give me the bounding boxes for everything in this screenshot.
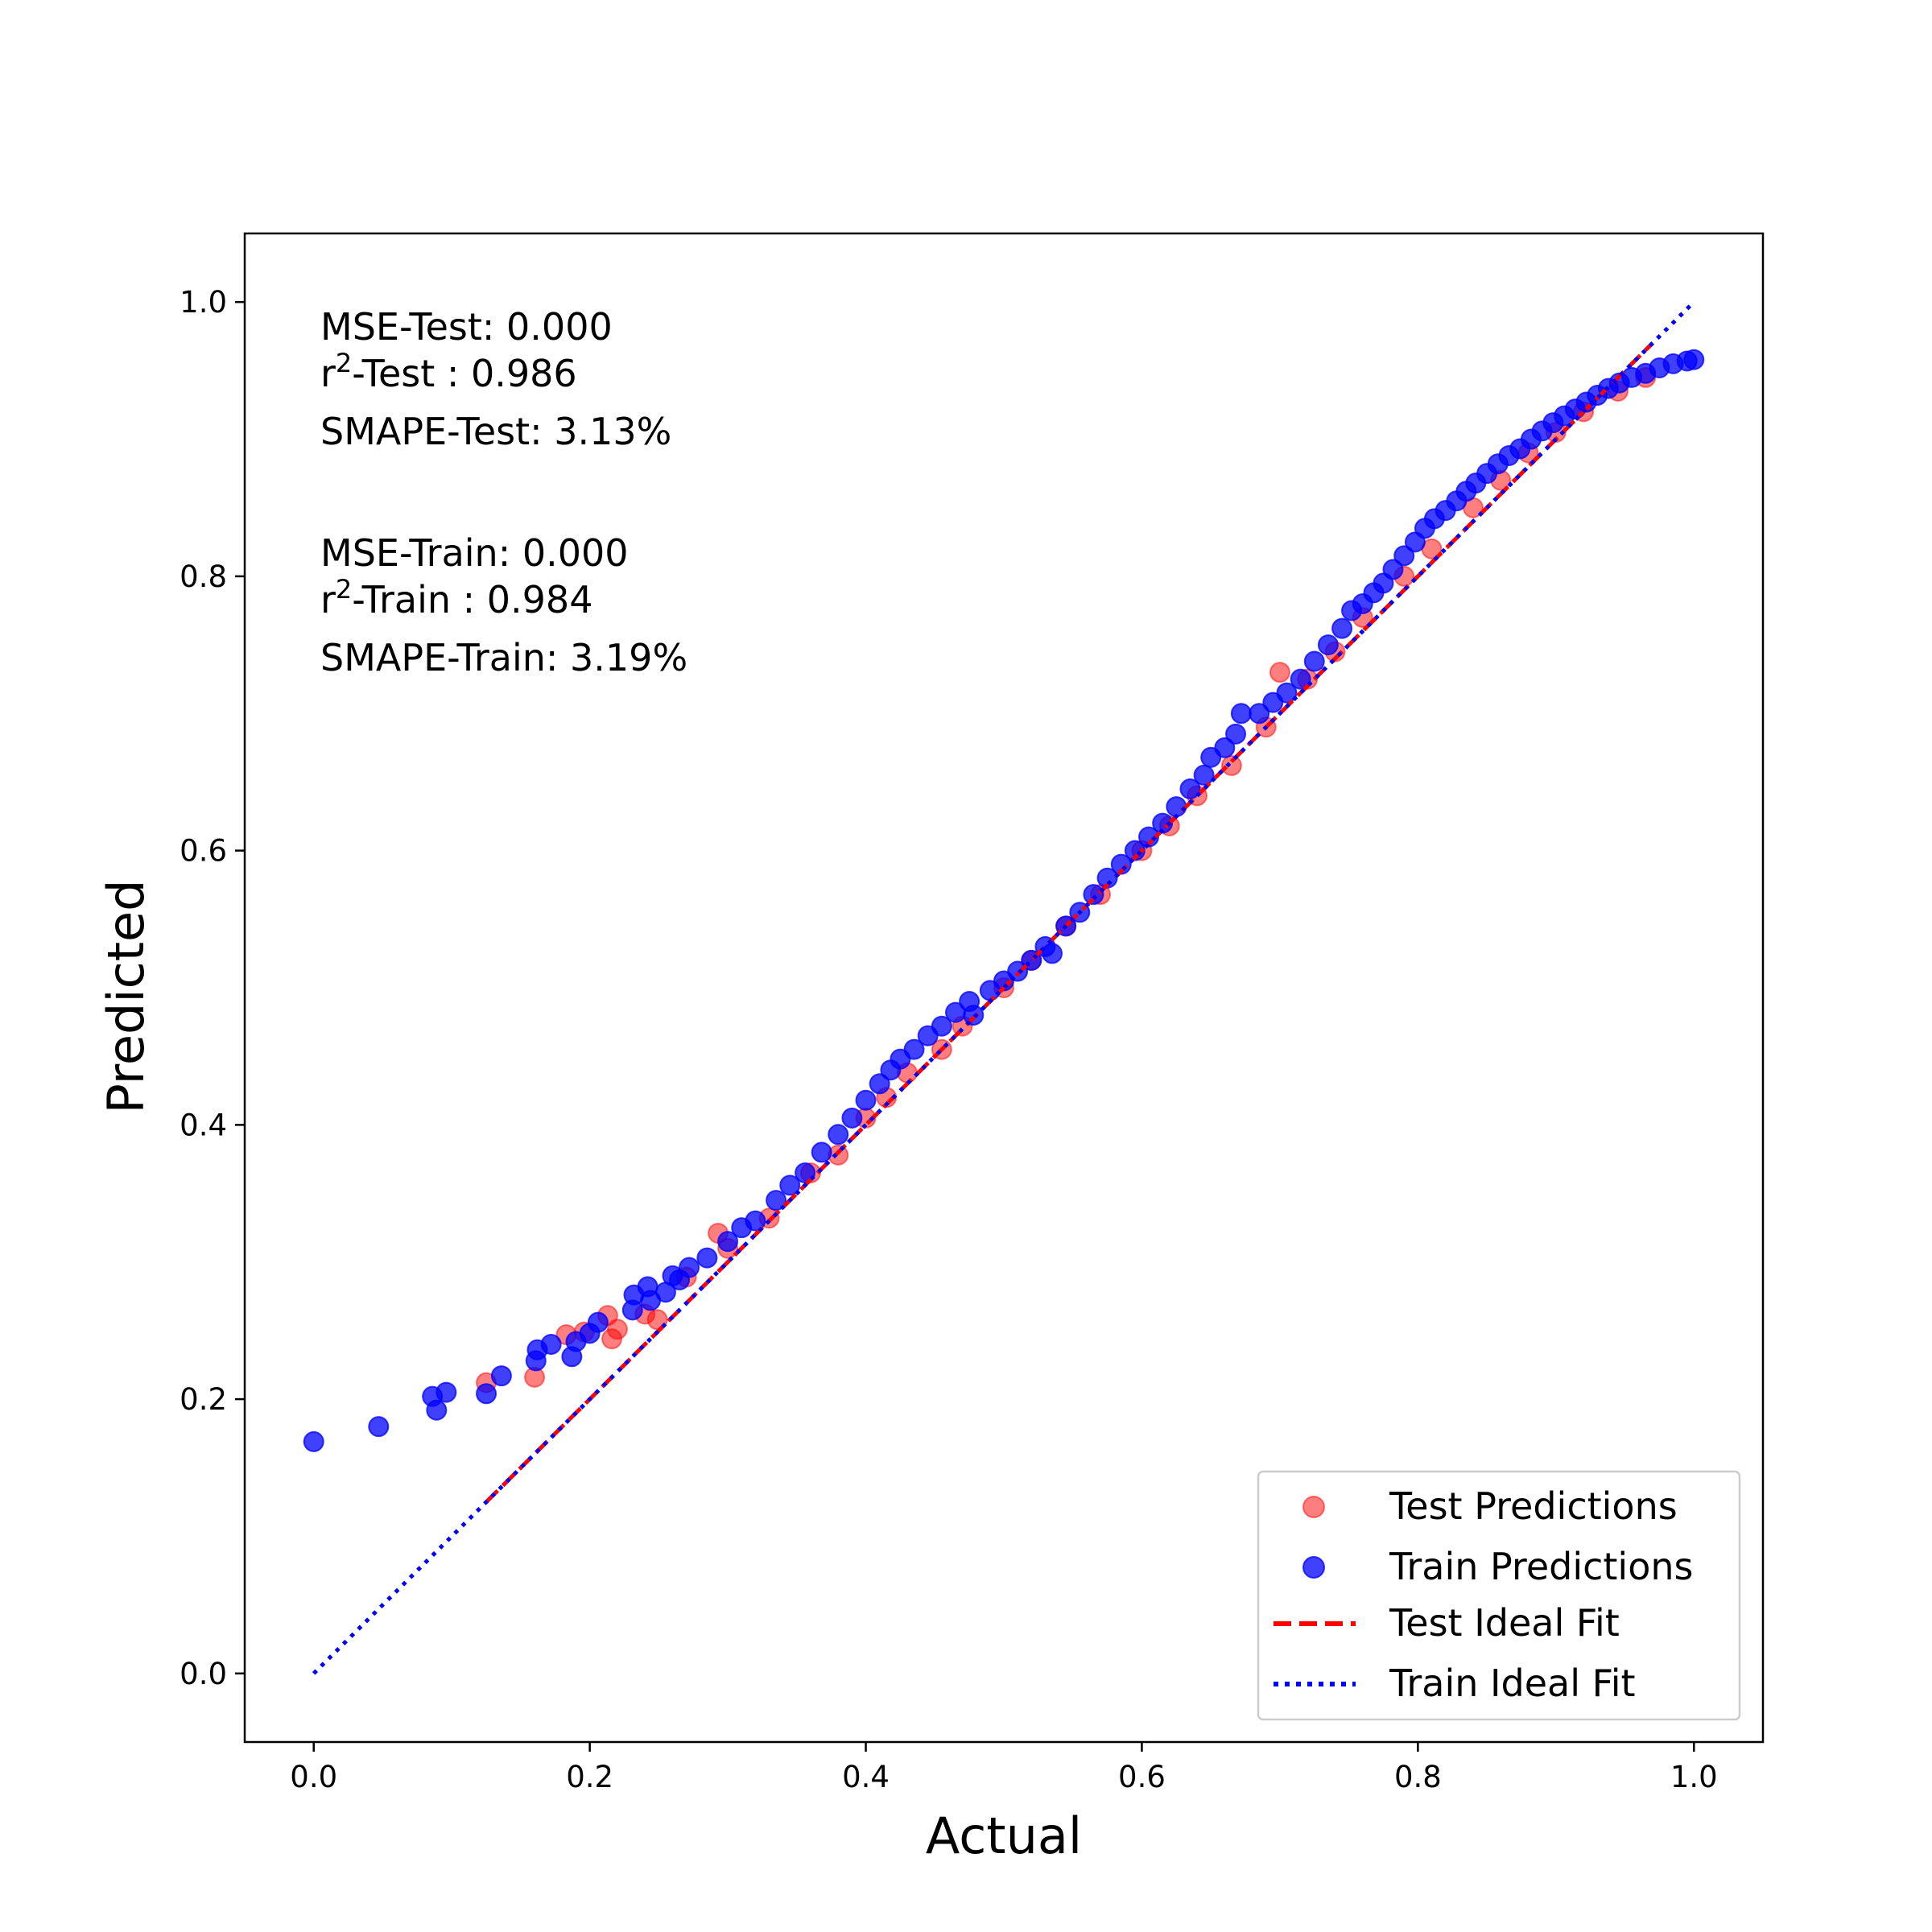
test-point	[1220, 755, 1242, 777]
train-point	[717, 1231, 739, 1253]
r2-test-prefix: r	[320, 352, 336, 395]
smape-test-text: SMAPE-Test: 3.13%	[320, 410, 671, 453]
x-tick-label: 0.4	[842, 1760, 890, 1794]
train-ideal-fit-line	[312, 300, 1696, 1675]
x-tick-label: 1.0	[1670, 1760, 1718, 1794]
test-point	[606, 1319, 628, 1340]
r2-train-text: r2-Train : 0.984	[320, 574, 592, 621]
train-point	[1230, 703, 1252, 724]
train-point	[1249, 703, 1270, 724]
r2-train-sup: 2	[336, 574, 352, 605]
y-tick-label: 0.2	[180, 1382, 227, 1417]
y-tick-label: 1.0	[180, 285, 227, 320]
r2-test-suffix: -Test : 0.986	[352, 352, 576, 395]
train-point	[1193, 764, 1215, 786]
train-point	[436, 1381, 457, 1403]
train-point	[1166, 796, 1187, 818]
y-tick-label: 0.0	[180, 1657, 227, 1691]
y-tick-label: 0.4	[180, 1108, 227, 1142]
metrics-annotation: MSE-Test: 0.000 r2-Test : 0.986 SMAPE-Te…	[320, 305, 687, 679]
train-point	[1393, 545, 1415, 567]
y-axis-ticks: 0.0 0.2 0.4 0.6 0.8 1.0	[180, 285, 245, 1691]
train-point	[1225, 723, 1247, 745]
train-point	[1683, 349, 1705, 370]
x-tick-label: 0.6	[1118, 1760, 1166, 1794]
train-points	[303, 349, 1705, 1452]
train-point	[855, 1089, 877, 1111]
train-point	[1276, 682, 1298, 704]
legend-train-marker	[1302, 1556, 1325, 1579]
train-point	[828, 1124, 849, 1146]
test-point	[1269, 662, 1290, 683]
train-point	[540, 1333, 562, 1355]
train-point	[368, 1416, 390, 1438]
legend-train-ideal-fit: Train Ideal Fit	[1389, 1662, 1636, 1705]
x-tick-label: 0.0	[290, 1760, 337, 1794]
smape-train-text: SMAPE-Train: 3.19%	[320, 636, 687, 679]
legend-train-predictions: Train Predictions	[1389, 1545, 1693, 1588]
x-axis-ticks: 0.0 0.2 0.4 0.6 0.8 1.0	[290, 1742, 1718, 1794]
train-point	[1179, 778, 1201, 799]
train-point	[426, 1399, 448, 1421]
train-point	[1317, 634, 1339, 656]
train-point	[1083, 884, 1104, 906]
train-point	[1382, 559, 1404, 580]
train-point	[476, 1383, 497, 1405]
legend-test-predictions: Test Predictions	[1389, 1484, 1678, 1528]
train-point	[679, 1257, 700, 1278]
train-point	[779, 1174, 801, 1196]
r2-train-prefix: r	[320, 578, 336, 621]
train-point	[745, 1210, 766, 1232]
legend: Test Predictions Train Predictions Test …	[1257, 1470, 1741, 1721]
train-point	[1290, 668, 1311, 690]
train-point	[903, 1038, 925, 1060]
train-point	[1331, 617, 1353, 639]
y-tick-label: 0.8	[180, 559, 227, 594]
mse-train-text: MSE-Train: 0.000	[320, 531, 629, 575]
x-axis-label: Actual	[926, 1806, 1082, 1865]
r2-test-text: r2-Test : 0.986	[320, 348, 577, 395]
x-tick-label: 0.8	[1394, 1760, 1442, 1794]
x-tick-label: 0.2	[566, 1760, 613, 1794]
legend-test-ideal-fit: Test Ideal Fit	[1389, 1601, 1620, 1645]
train-point	[587, 1311, 609, 1333]
y-tick-label: 0.6	[180, 834, 227, 869]
train-point	[811, 1141, 832, 1163]
y-axis-label: Predicted	[97, 879, 155, 1113]
train-point	[1303, 650, 1325, 672]
train-point	[696, 1247, 718, 1269]
mse-test-text: MSE-Test: 0.000	[320, 305, 613, 349]
train-point	[1214, 737, 1236, 758]
plot-frame	[243, 232, 1765, 1744]
train-point	[766, 1190, 787, 1212]
r2-test-sup: 2	[336, 348, 352, 378]
legend-test-marker	[1302, 1496, 1325, 1518]
ideal-fit-lines	[312, 300, 1696, 1675]
train-point	[490, 1365, 512, 1387]
train-point	[841, 1107, 863, 1129]
legend-box	[1257, 1470, 1741, 1721]
r2-train-suffix: -Train : 0.984	[352, 578, 592, 621]
train-point	[1042, 943, 1063, 964]
train-point	[303, 1430, 324, 1452]
train-point	[869, 1073, 890, 1095]
train-point	[931, 1015, 952, 1037]
test-points	[476, 366, 1657, 1393]
